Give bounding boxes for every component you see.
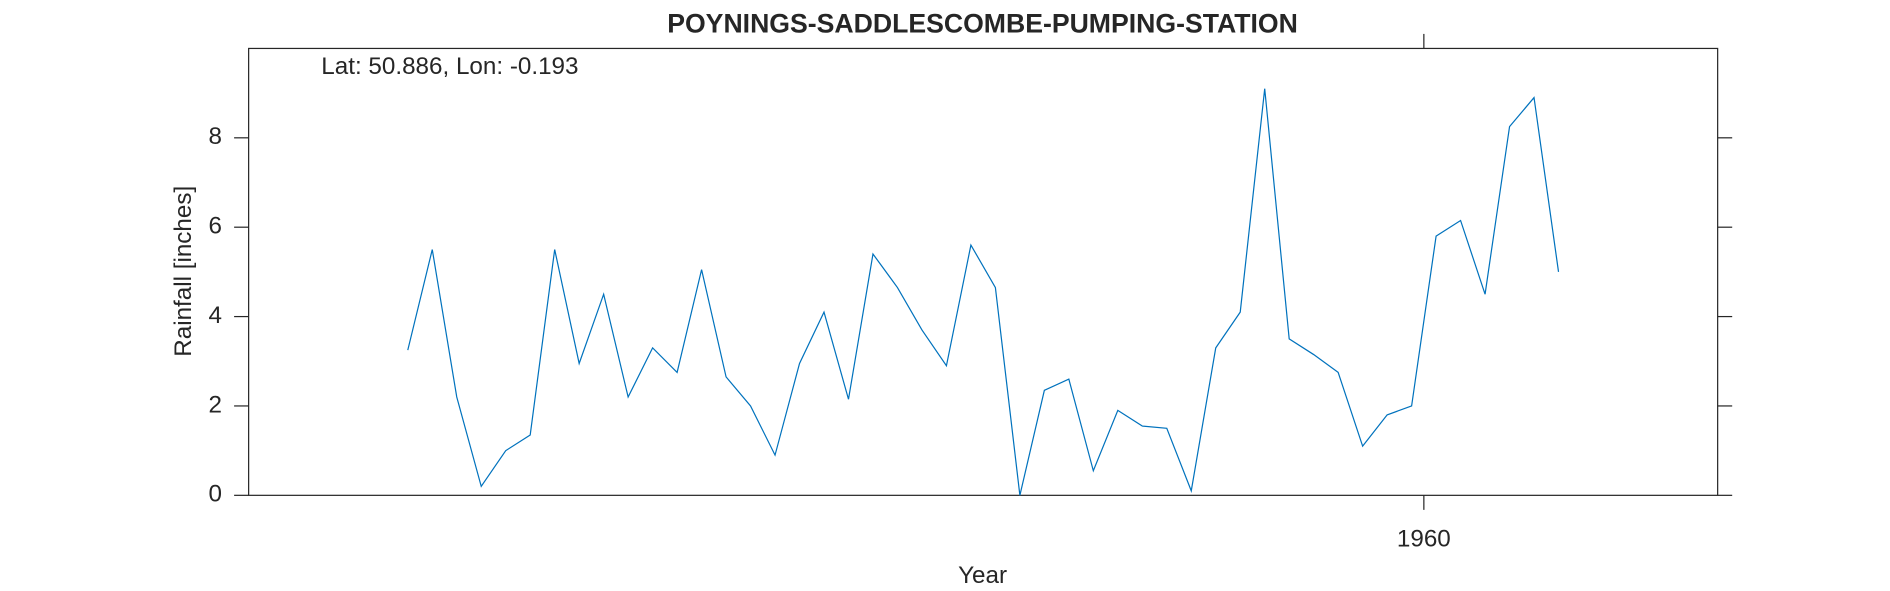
x-axis-label: Year bbox=[958, 562, 1007, 589]
plot-frame bbox=[248, 47, 1719, 496]
y-tick-label: 2 bbox=[209, 391, 222, 418]
y-tick-label: 6 bbox=[209, 213, 222, 240]
y-axis-label: Rainfall [inches] bbox=[170, 186, 197, 357]
x-tick-label: 1960 bbox=[1397, 526, 1451, 553]
annotation: Lat: 50.886, Lon: -0.193 bbox=[321, 53, 578, 80]
chart-title: POYNINGS-SADDLESCOMBE-PUMPING-STATION bbox=[667, 8, 1298, 38]
y-tick-label: 8 bbox=[209, 123, 222, 150]
y-tick-label: 4 bbox=[209, 302, 222, 329]
data-line bbox=[407, 88, 1560, 496]
y-tick-label: 0 bbox=[209, 481, 222, 508]
